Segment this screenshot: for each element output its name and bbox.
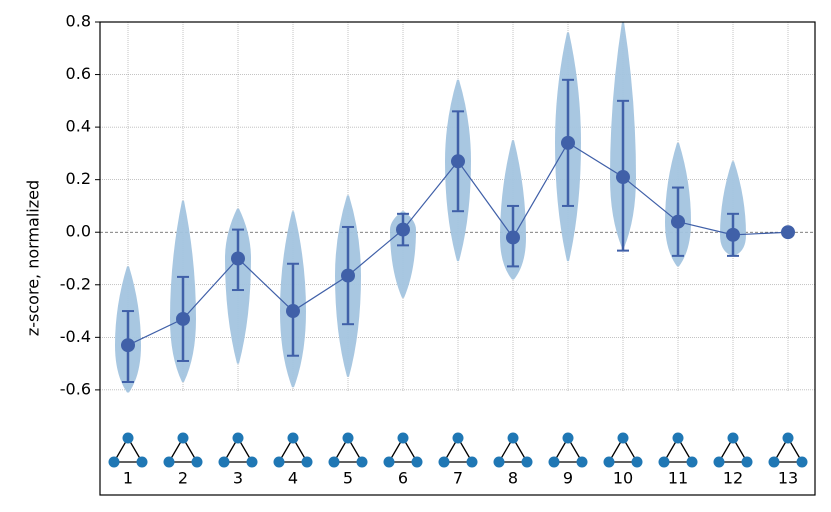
motif-node bbox=[452, 432, 464, 444]
motif-icon bbox=[658, 432, 698, 468]
motif-node bbox=[562, 432, 574, 444]
motif-icon bbox=[438, 432, 478, 468]
mean-point bbox=[616, 170, 630, 185]
mean-point bbox=[506, 230, 520, 245]
motif-node bbox=[576, 456, 588, 468]
y-tick-label: -0.6 bbox=[60, 379, 91, 398]
mean-point bbox=[121, 338, 135, 353]
motif-node bbox=[287, 432, 299, 444]
motif-icon bbox=[163, 432, 203, 468]
violin bbox=[720, 161, 746, 256]
y-tick-label: 0.2 bbox=[66, 169, 91, 188]
motif-node bbox=[356, 456, 368, 468]
x-tick-label: 12 bbox=[723, 469, 743, 488]
motif-node bbox=[466, 456, 478, 468]
motif-node bbox=[617, 432, 629, 444]
y-tick-label: 0.0 bbox=[66, 222, 91, 241]
motif-icon bbox=[273, 432, 313, 468]
motif-node bbox=[672, 432, 684, 444]
mean-point bbox=[286, 304, 300, 319]
mean-point bbox=[231, 251, 245, 266]
motif-icon bbox=[603, 432, 643, 468]
motif-icon bbox=[493, 432, 533, 468]
x-tick-label: 6 bbox=[398, 469, 408, 488]
motif-icon bbox=[548, 432, 588, 468]
x-tick-label: 5 bbox=[343, 469, 353, 488]
motif-icon bbox=[768, 432, 808, 468]
plot-frame bbox=[99, 21, 816, 496]
motif-node bbox=[328, 456, 340, 468]
motif-node bbox=[796, 456, 808, 468]
motif-node bbox=[191, 456, 203, 468]
motif-icon bbox=[383, 432, 423, 468]
mean-point bbox=[396, 222, 410, 237]
motif-node bbox=[246, 456, 258, 468]
motif-node bbox=[411, 456, 423, 468]
y-axis-label: z-score, normalized bbox=[24, 180, 43, 336]
motif-node bbox=[218, 456, 230, 468]
mean-point bbox=[176, 311, 190, 326]
motif-node bbox=[631, 456, 643, 468]
y-tick-label: 0.8 bbox=[66, 12, 91, 31]
motif-node bbox=[493, 456, 505, 468]
motif-node bbox=[782, 432, 794, 444]
x-tick-label: 10 bbox=[613, 469, 633, 488]
mean-point bbox=[726, 227, 740, 242]
motif-icon bbox=[218, 432, 258, 468]
mean-point bbox=[671, 214, 685, 229]
motif-node bbox=[301, 456, 313, 468]
violin bbox=[390, 211, 416, 298]
motif-node bbox=[741, 456, 753, 468]
x-tick-label: 9 bbox=[563, 469, 573, 488]
motif-node bbox=[108, 456, 120, 468]
motif-icon bbox=[713, 432, 753, 468]
motif-node bbox=[768, 456, 780, 468]
motif-node bbox=[658, 456, 670, 468]
mean-point bbox=[781, 225, 795, 240]
mean-point bbox=[341, 268, 355, 283]
motif-node bbox=[342, 432, 354, 444]
y-tick-label: -0.4 bbox=[60, 327, 91, 346]
motif-node bbox=[273, 456, 285, 468]
motif-node bbox=[713, 456, 725, 468]
motif-node bbox=[603, 456, 615, 468]
x-tick-label: 8 bbox=[508, 469, 518, 488]
motif-icon bbox=[328, 432, 368, 468]
motif-node bbox=[521, 456, 533, 468]
x-tick-label: 1 bbox=[123, 469, 133, 488]
y-tick-label: 0.6 bbox=[66, 64, 91, 83]
x-tick-label: 4 bbox=[288, 469, 298, 488]
y-tick-label: 0.4 bbox=[66, 117, 91, 136]
motif-node bbox=[163, 456, 175, 468]
x-tick-label: 2 bbox=[178, 469, 188, 488]
motif-node bbox=[232, 432, 244, 444]
motif-node bbox=[383, 456, 395, 468]
x-tick-label: 3 bbox=[233, 469, 243, 488]
mean-point bbox=[561, 135, 575, 150]
motif-node bbox=[177, 432, 189, 444]
motif-node bbox=[727, 432, 739, 444]
motif-node bbox=[507, 432, 519, 444]
motif-node bbox=[548, 456, 560, 468]
x-tick-label: 7 bbox=[453, 469, 463, 488]
motif-node bbox=[438, 456, 450, 468]
motif-node bbox=[136, 456, 148, 468]
motif-icon bbox=[108, 432, 148, 468]
x-tick-label: 13 bbox=[778, 469, 798, 488]
y-tick-label: -0.2 bbox=[60, 274, 91, 293]
motif-node bbox=[686, 456, 698, 468]
motif-node bbox=[122, 432, 134, 444]
motif-node bbox=[397, 432, 409, 444]
mean-point bbox=[451, 154, 465, 169]
x-tick-label: 11 bbox=[668, 469, 688, 488]
